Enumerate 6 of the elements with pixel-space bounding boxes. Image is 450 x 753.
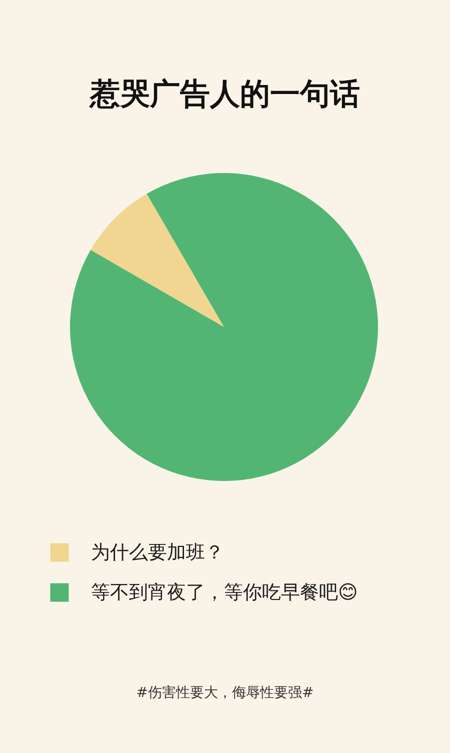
legend-label: 为什么要加班？ [91,542,224,564]
text: #伤害性要大，侮辱性要强# [136,685,314,701]
pie-slice [70,173,378,481]
legend-label: 等不到宵夜了，等你吃早餐吧😊 [91,582,358,604]
chart-title: 惹哭广告人的一句话 [88,77,360,112]
pie-slice [90,194,224,327]
